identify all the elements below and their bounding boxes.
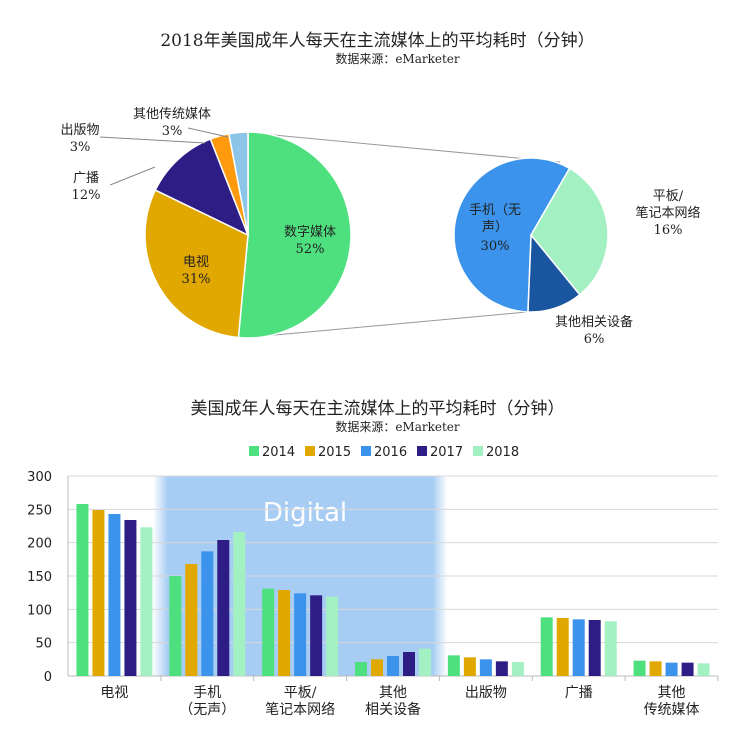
bar-2018 [233, 532, 246, 676]
pie-label: 电视 [183, 255, 209, 270]
pie-label: 平板/ [653, 189, 684, 204]
legend-label: 2017 [430, 445, 463, 460]
pie-slice [154, 138, 250, 237]
pie-label: 其他传统媒体 [133, 107, 211, 122]
y-tick-label: 250 [27, 503, 52, 518]
x-tick-label: （无声） [179, 702, 235, 718]
bar-2018 [419, 648, 431, 676]
y-tick-label: 100 [27, 603, 52, 618]
y-tick-label: 150 [27, 570, 52, 585]
pie-label: 30% [481, 239, 510, 254]
pie-chart: 数字媒体 52% 电视 31% 广播 12% 出版物 3% 其他传统媒体 3% 30% 平板/笔记本网… [60, 107, 700, 347]
legend-swatch [249, 446, 259, 456]
bar-2014 [540, 617, 553, 676]
legend-swatch [305, 446, 315, 456]
legend-label: 2018 [486, 445, 519, 460]
bar-2015 [371, 659, 383, 676]
digital-annotation: Digital [263, 498, 347, 528]
pie-label: 31% [182, 272, 211, 287]
y-tick-label: 0 [44, 670, 52, 685]
bar-2016 [294, 593, 307, 676]
leader-line [109, 166, 156, 186]
y-tick-label: 300 [27, 470, 52, 485]
legend-label: 2016 [374, 445, 407, 460]
bar-2017 [403, 652, 415, 676]
bar-2016 [665, 662, 678, 676]
x-tick-label: 传统媒体 [644, 702, 700, 718]
pie-label: 6% [584, 332, 605, 347]
leader-line [187, 127, 229, 138]
bar-2017 [681, 662, 694, 676]
bar-2015 [278, 590, 291, 676]
leader-line [99, 136, 206, 144]
bar-2018 [604, 621, 617, 676]
bar-2016 [387, 656, 399, 676]
bar-2014 [262, 588, 275, 676]
x-tick-label: 电视 [100, 685, 128, 701]
bar-2018 [697, 663, 710, 676]
pie-label: 52% [296, 242, 325, 257]
pie-label: 数字媒体 [284, 225, 336, 240]
bar-2015 [649, 661, 662, 676]
bar-2014 [447, 655, 460, 676]
bar-2016 [572, 619, 585, 676]
x-tick-label: 广播 [565, 685, 593, 701]
pie-title: 2018年美国成年人每天在主流媒体上的平均耗时（分钟） [160, 31, 595, 51]
pie-label: 广播 [73, 171, 99, 186]
legend-label: 2014 [262, 445, 295, 460]
y-tick-label: 200 [27, 537, 52, 552]
x-tick-label: 手机 [193, 685, 221, 701]
sub-pie-slice [530, 167, 609, 296]
bar-2016 [201, 551, 214, 676]
x-tick-label: 出版物 [465, 685, 507, 701]
bar-title: 美国成年人每天在主流媒体上的平均耗时（分钟） [190, 399, 565, 419]
bar-2014 [76, 504, 89, 676]
bar-2014 [633, 660, 646, 676]
bar-2017 [124, 520, 137, 676]
bar-2014 [169, 576, 182, 676]
pie-label: 3% [162, 124, 183, 139]
bar-2018 [326, 596, 339, 676]
bar-2018 [140, 527, 153, 676]
legend-swatch [417, 446, 427, 456]
bar-2015 [92, 510, 105, 676]
bar-2018 [511, 662, 524, 676]
pie-slice [237, 131, 352, 339]
bar-2017 [495, 661, 508, 676]
legend-label: 2015 [318, 445, 351, 460]
bar-2015 [463, 657, 476, 676]
bar-2015 [556, 618, 569, 676]
pie-label: 笔记本网络 [635, 205, 700, 221]
x-tick-label: 其他 [379, 685, 407, 701]
bar-2015 [185, 564, 198, 676]
bar-subtitle: 数据来源：eMarketer [335, 420, 460, 434]
bar-2017 [310, 595, 323, 676]
x-tick-label: 笔记本网络 [265, 702, 335, 718]
bar-2017 [217, 540, 230, 676]
x-tick-label: 相关设备 [365, 701, 421, 718]
pie-slice [228, 131, 249, 236]
pie-label: 其他相关设备 [555, 314, 633, 330]
legend-swatch [361, 446, 371, 456]
x-tick-label: 其他 [658, 685, 686, 701]
pie-subtitle: 数据来源：eMarketer [335, 52, 460, 66]
connector-line [241, 311, 528, 339]
legend-swatch [473, 446, 483, 456]
connector-line [241, 131, 561, 163]
pie-slice [144, 189, 249, 339]
sub-pie-slice [453, 157, 571, 313]
pie-label: 出版物 [60, 123, 99, 138]
bar-2017 [588, 620, 601, 676]
pie-label: 3% [70, 140, 91, 155]
pie-label-mobile: 手机（无声） [468, 203, 521, 235]
pie-label: 16% [654, 223, 683, 238]
bar-2016 [108, 514, 121, 676]
bar-2014 [355, 662, 367, 676]
x-tick-label: 平板/ [284, 685, 317, 701]
pie-label: 12% [72, 188, 101, 203]
bar-2016 [479, 659, 492, 676]
y-tick-label: 50 [35, 637, 52, 652]
